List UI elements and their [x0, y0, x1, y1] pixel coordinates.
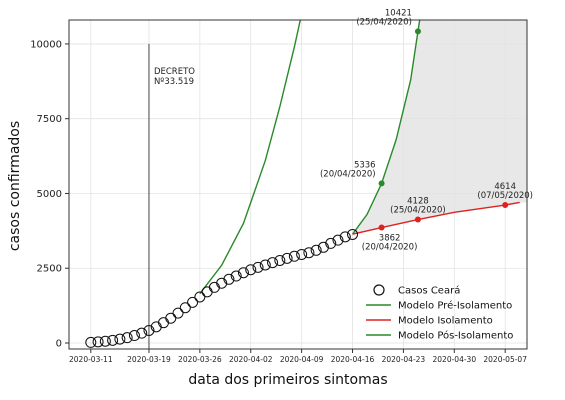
- data-point: [223, 273, 235, 285]
- legend-label: Modelo Pré-Isolamento: [398, 300, 512, 312]
- decree-label: DECRETO: [154, 67, 195, 77]
- annotation-value: 10421: [385, 8, 412, 18]
- annotation-value: 4614: [494, 182, 516, 192]
- annotation-value: 5336: [354, 160, 376, 170]
- x-tick-label: 2020-04-16: [331, 355, 375, 364]
- data-point: [179, 302, 191, 314]
- x-tick-label: 2020-04-02: [229, 355, 273, 364]
- data-point: [121, 332, 133, 344]
- x-tick-label: 2020-04-23: [382, 355, 426, 364]
- data-point: [303, 247, 315, 259]
- data-point: [288, 250, 300, 262]
- legend-label: Modelo Isolamento: [398, 316, 493, 327]
- y-tick-label: 0: [56, 339, 62, 350]
- data-point: [281, 252, 293, 264]
- data-point: [114, 333, 126, 345]
- y-tick-label: 2500: [37, 264, 62, 275]
- data-point: [165, 312, 177, 324]
- data-point: [252, 261, 264, 273]
- data-point: [187, 296, 199, 308]
- annotation-date: (25/04/2020): [356, 17, 412, 27]
- data-point: [136, 327, 148, 339]
- annotation-point: [414, 216, 421, 223]
- x-tick-label: 2020-03-26: [178, 355, 222, 364]
- data-point: [267, 257, 279, 269]
- y-tick-label: 5000: [37, 189, 62, 200]
- plot-frame: [68, 19, 528, 350]
- legend-label: Modelo Pós-Isolamento: [398, 330, 513, 342]
- shaded-region: [352, 20, 527, 235]
- data-point: [339, 231, 351, 243]
- legend-label: Casos Ceará: [398, 285, 460, 297]
- data-point: [237, 267, 249, 279]
- data-point: [245, 264, 257, 276]
- annotation-point: [502, 202, 509, 209]
- annotation-value: 4128: [407, 197, 429, 207]
- x-tick-label: 2020-04-09: [280, 355, 324, 364]
- annotation-point: [414, 28, 421, 35]
- annotation-value: 3862: [379, 234, 401, 244]
- data-point: [92, 336, 104, 348]
- data-point: [194, 291, 206, 303]
- data-point: [99, 335, 111, 347]
- y-tick-label: 10000: [30, 39, 62, 50]
- data-point: [85, 336, 97, 348]
- x-tick-label: 2020-03-19: [127, 355, 171, 364]
- data-point: [332, 234, 344, 246]
- annotation-date: (25/04/2020): [390, 206, 446, 216]
- data-point: [172, 307, 184, 319]
- data-point: [347, 228, 359, 240]
- data-point: [107, 334, 119, 346]
- x-axis-label: data dos primeiros sintomas: [188, 372, 387, 388]
- data-point: [325, 237, 337, 249]
- x-tick-label: 2020-05-07: [483, 355, 527, 364]
- data-point: [296, 248, 308, 260]
- data-point: [128, 330, 140, 342]
- y-axis-label: casos confirmados: [7, 121, 23, 251]
- x-tick-label: 2020-03-11: [69, 355, 113, 364]
- annotation-point: [378, 180, 385, 187]
- x-tick-label: 2020-04-30: [433, 355, 477, 364]
- y-tick-label: 7500: [37, 114, 62, 125]
- data-point: [230, 270, 242, 282]
- data-point: [216, 277, 228, 289]
- data-point: [317, 241, 329, 253]
- annotation-date: (20/04/2020): [362, 243, 418, 253]
- annotation-point: [378, 224, 385, 231]
- legend-marker: [373, 284, 385, 296]
- data-point: [143, 324, 155, 336]
- decree-number: Nº33.519: [154, 77, 194, 87]
- data-point: [259, 259, 271, 271]
- series-line-modelo-pr-isolamento: [199, 20, 302, 295]
- annotation-date: (20/04/2020): [320, 169, 376, 179]
- data-point: [274, 254, 286, 266]
- data-point: [310, 244, 322, 256]
- annotation-date: (07/05/2020): [477, 191, 533, 201]
